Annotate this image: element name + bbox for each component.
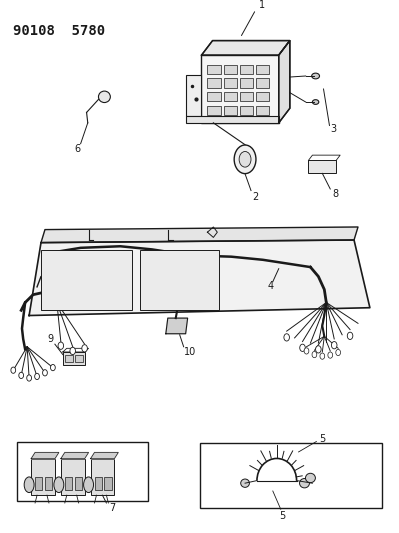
Circle shape: [336, 349, 341, 356]
Circle shape: [82, 345, 87, 352]
Bar: [200, 443, 382, 508]
Polygon shape: [61, 453, 89, 459]
Circle shape: [51, 365, 55, 371]
Bar: [256, 64, 269, 74]
Bar: [105, 477, 112, 490]
Circle shape: [11, 367, 16, 373]
Polygon shape: [166, 318, 188, 334]
Bar: [35, 477, 42, 490]
Circle shape: [284, 334, 289, 341]
Circle shape: [312, 351, 317, 358]
Bar: [207, 64, 221, 74]
Bar: [207, 106, 221, 115]
Text: 10: 10: [184, 347, 196, 357]
Text: 9: 9: [48, 334, 54, 344]
Ellipse shape: [84, 477, 93, 492]
Polygon shape: [201, 41, 290, 55]
Ellipse shape: [24, 477, 34, 492]
Ellipse shape: [239, 151, 251, 167]
Circle shape: [320, 353, 325, 359]
Bar: [207, 78, 221, 88]
Text: 6: 6: [74, 144, 81, 154]
Text: 2: 2: [252, 192, 258, 202]
Bar: [224, 106, 237, 115]
Bar: [240, 78, 253, 88]
Circle shape: [332, 342, 337, 349]
Bar: [41, 251, 132, 310]
Circle shape: [19, 372, 24, 378]
Circle shape: [58, 342, 63, 349]
Bar: [240, 92, 253, 101]
Text: 7: 7: [109, 503, 115, 513]
Ellipse shape: [241, 479, 249, 487]
Bar: [75, 354, 83, 362]
Circle shape: [316, 346, 321, 353]
Circle shape: [43, 370, 47, 376]
Ellipse shape: [54, 477, 64, 492]
Text: 1: 1: [259, 0, 265, 10]
Ellipse shape: [99, 91, 111, 102]
Circle shape: [27, 375, 32, 381]
Bar: [186, 76, 201, 116]
Bar: [45, 477, 52, 490]
Circle shape: [70, 348, 75, 354]
Polygon shape: [91, 453, 118, 459]
Text: 4: 4: [268, 281, 274, 291]
Text: 5: 5: [280, 511, 286, 521]
Bar: [65, 354, 73, 362]
Bar: [186, 116, 279, 123]
Bar: [75, 477, 82, 490]
Polygon shape: [279, 41, 290, 123]
Circle shape: [328, 352, 333, 358]
Bar: [224, 92, 237, 101]
Bar: [256, 106, 269, 115]
Bar: [201, 55, 279, 123]
Ellipse shape: [234, 145, 256, 174]
Bar: [240, 64, 253, 74]
Bar: [140, 251, 219, 310]
Bar: [17, 441, 148, 502]
Bar: [91, 459, 114, 495]
Text: 3: 3: [330, 124, 336, 134]
Polygon shape: [31, 453, 59, 459]
Polygon shape: [29, 240, 370, 316]
Text: 8: 8: [332, 189, 338, 199]
Bar: [224, 78, 237, 88]
Circle shape: [347, 332, 353, 340]
Bar: [240, 106, 253, 115]
Polygon shape: [41, 227, 358, 243]
Bar: [95, 477, 102, 490]
Bar: [63, 352, 85, 365]
Bar: [256, 92, 269, 101]
Bar: [256, 78, 269, 88]
Bar: [207, 92, 221, 101]
Text: 90108  5780: 90108 5780: [13, 24, 105, 38]
Ellipse shape: [312, 100, 319, 104]
Circle shape: [300, 344, 305, 351]
Ellipse shape: [300, 479, 310, 488]
Bar: [31, 459, 55, 495]
Ellipse shape: [306, 473, 315, 483]
Circle shape: [35, 373, 40, 379]
Bar: [308, 160, 336, 173]
Text: 5: 5: [319, 434, 326, 444]
Bar: [61, 459, 85, 495]
Ellipse shape: [312, 73, 320, 79]
Bar: [224, 64, 237, 74]
Bar: [65, 477, 72, 490]
Circle shape: [304, 348, 309, 354]
